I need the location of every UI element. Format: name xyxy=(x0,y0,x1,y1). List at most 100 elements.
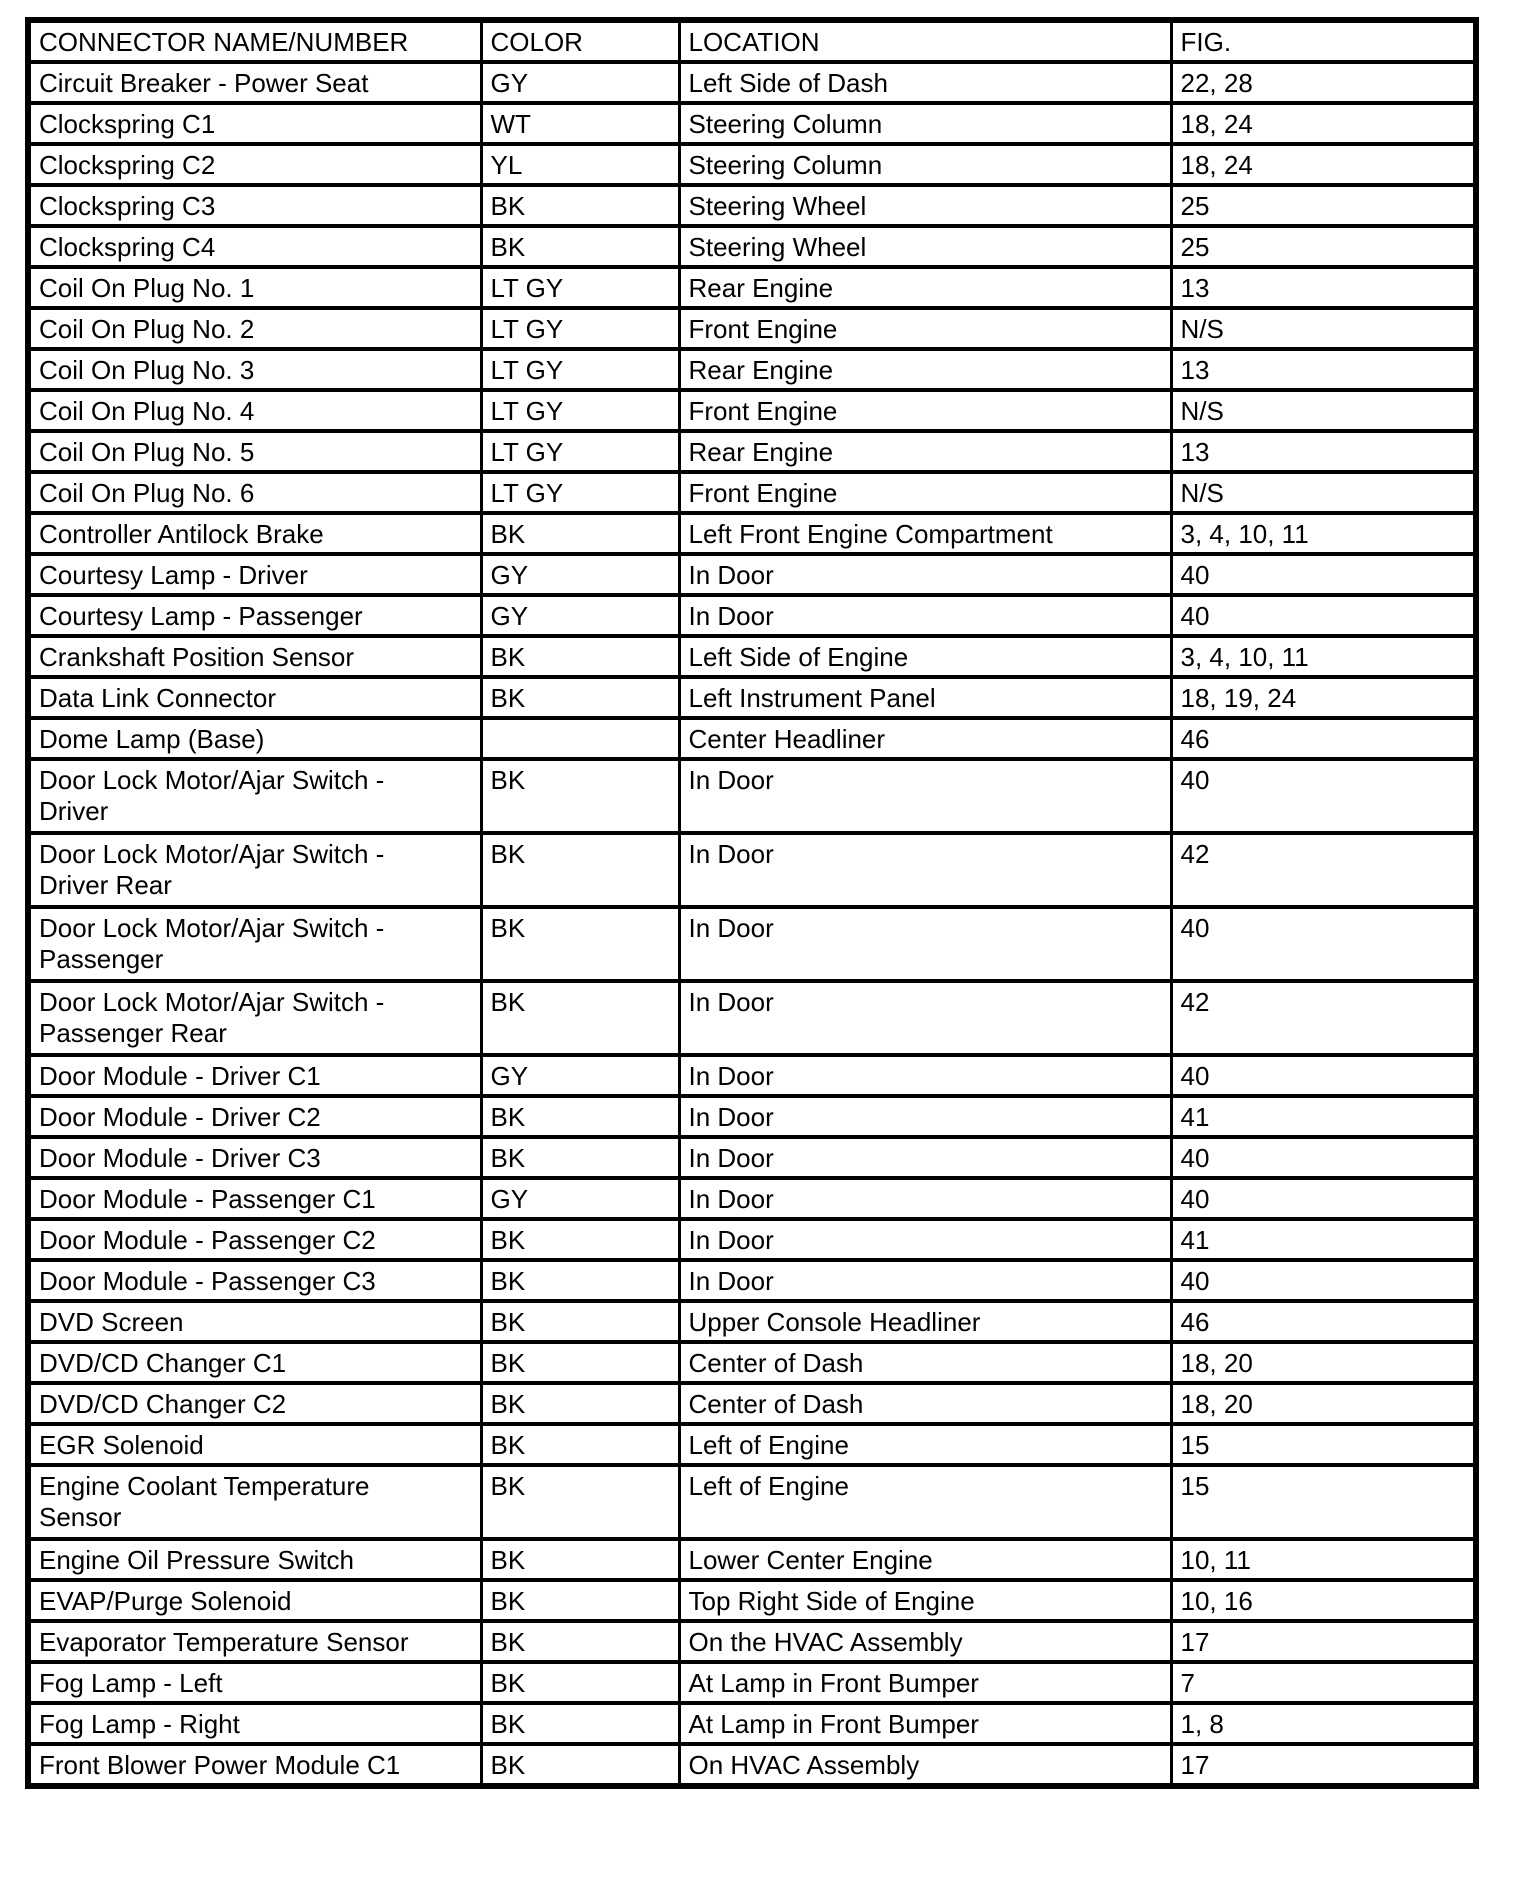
connector-name-cell: Coil On Plug No. 2 xyxy=(26,306,483,351)
location-cell: At Lamp in Front Bumper xyxy=(677,1701,1173,1746)
connector-name-cell: Engine Oil Pressure Switch xyxy=(26,1537,483,1582)
location-cell: Steering Wheel xyxy=(677,183,1173,228)
table-row: Door Lock Motor/Ajar Switch - Driver BK In… xyxy=(26,757,1478,835)
location-cell: Upper Console Headliner xyxy=(677,1299,1173,1344)
location-cell: Center Headliner xyxy=(677,716,1173,761)
location-cell: On the HVAC Assembly xyxy=(677,1619,1173,1664)
location-cell: In Door xyxy=(677,1258,1173,1303)
fig-cell: 40 xyxy=(1169,905,1478,983)
fig-cell: 40 xyxy=(1169,1176,1478,1221)
location-cell: Rear Engine xyxy=(677,265,1173,310)
table-row: Evaporator Temperature Sensor BK On the HV… xyxy=(26,1619,1478,1664)
color-cell: BK xyxy=(479,1537,681,1582)
fig-cell: 18, 20 xyxy=(1169,1340,1478,1385)
location-cell: Left of Engine xyxy=(677,1463,1173,1541)
fig-cell: 15 xyxy=(1169,1422,1478,1467)
table-row: Clockspring C2 YL Steering Column 18, 24 xyxy=(26,142,1478,187)
fig-cell: 3, 4, 10, 11 xyxy=(1169,511,1478,556)
table-row: Door Module - Driver C3 BK In Door 40 xyxy=(26,1135,1478,1180)
fig-cell: 1, 8 xyxy=(1169,1701,1478,1746)
location-cell: In Door xyxy=(677,593,1173,638)
connector-name-cell: Door Module - Driver C1 xyxy=(26,1053,483,1098)
color-cell: BK xyxy=(479,831,681,909)
header-color: COLOR xyxy=(479,18,681,64)
fig-cell: N/S xyxy=(1169,470,1478,515)
location-cell: Front Engine xyxy=(677,306,1173,351)
location-cell: Left Front Engine Compartment xyxy=(677,511,1173,556)
color-cell: BK xyxy=(479,1701,681,1746)
table-row: Door Lock Motor/Ajar Switch - Passenger B… xyxy=(26,905,1478,983)
color-cell xyxy=(479,716,681,761)
location-cell: In Door xyxy=(677,1217,1173,1262)
location-cell: In Door xyxy=(677,905,1173,983)
table-row: Coil On Plug No. 5 LT GY Rear Engine 13 xyxy=(26,429,1478,474)
fig-cell: 18, 19, 24 xyxy=(1169,675,1478,720)
location-cell: Steering Column xyxy=(677,101,1173,146)
location-cell: In Door xyxy=(677,1135,1173,1180)
fig-cell: 22, 28 xyxy=(1169,60,1478,105)
connector-name-cell: Door Module - Driver C3 xyxy=(26,1135,483,1180)
fig-cell: N/S xyxy=(1169,306,1478,351)
header-location: LOCATION xyxy=(677,18,1173,64)
connector-name-cell: Coil On Plug No. 5 xyxy=(26,429,483,474)
color-cell: BK xyxy=(479,675,681,720)
fig-cell: 42 xyxy=(1169,979,1478,1057)
table-row: Door Lock Motor/Ajar Switch - Passenger … xyxy=(26,979,1478,1057)
color-cell: GY xyxy=(479,1176,681,1221)
connector-name-cell: Front Blower Power Module C1 xyxy=(26,1742,483,1788)
table-row: Door Module - Driver C1 GY In Door 40 xyxy=(26,1053,1478,1098)
connector-name-cell: Coil On Plug No. 1 xyxy=(26,265,483,310)
table-row: Coil On Plug No. 1 LT GY Rear Engine 13 xyxy=(26,265,1478,310)
connector-name-cell: Courtesy Lamp - Passenger xyxy=(26,593,483,638)
header-connector-name: CONNECTOR NAME/NUMBER xyxy=(26,18,483,64)
color-cell: GY xyxy=(479,60,681,105)
connector-name-cell: DVD/CD Changer C1 xyxy=(26,1340,483,1385)
connector-name-cell: EVAP/Purge Solenoid xyxy=(26,1578,483,1623)
table-row: Clockspring C3 BK Steering Wheel 25 xyxy=(26,183,1478,228)
fig-cell: 46 xyxy=(1169,716,1478,761)
fig-cell: 40 xyxy=(1169,552,1478,597)
table-row: Front Blower Power Module C1 BK On HVAC As… xyxy=(26,1742,1478,1788)
color-cell: WT xyxy=(479,101,681,146)
fig-cell: N/S xyxy=(1169,388,1478,433)
table-row: Data Link Connector BK Left Instrument Pan… xyxy=(26,675,1478,720)
location-cell: Left Side of Engine xyxy=(677,634,1173,679)
table-row: Door Module - Driver C2 BK In Door 41 xyxy=(26,1094,1478,1139)
connector-name-cell: Door Module - Passenger C1 xyxy=(26,1176,483,1221)
fig-cell: 7 xyxy=(1169,1660,1478,1705)
table-row: DVD/CD Changer C1 BK Center of Dash 18, 20 xyxy=(26,1340,1478,1385)
location-cell: Left Instrument Panel xyxy=(677,675,1173,720)
location-cell: On HVAC Assembly xyxy=(677,1742,1173,1788)
connector-name-cell: Clockspring C3 xyxy=(26,183,483,228)
color-cell: BK xyxy=(479,1463,681,1541)
color-cell: BK xyxy=(479,511,681,556)
table-row: Door Module - Passenger C2 BK In Door 41 xyxy=(26,1217,1478,1262)
fig-cell: 40 xyxy=(1169,593,1478,638)
connector-name-cell: Clockspring C4 xyxy=(26,224,483,269)
fig-cell: 40 xyxy=(1169,1135,1478,1180)
color-cell: BK xyxy=(479,1340,681,1385)
connector-name-cell: Door Lock Motor/Ajar Switch - Driver xyxy=(26,757,483,835)
location-cell: Lower Center Engine xyxy=(677,1537,1173,1582)
connector-name-cell: Fog Lamp - Right xyxy=(26,1701,483,1746)
connector-name-cell: EGR Solenoid xyxy=(26,1422,483,1467)
color-cell: LT GY xyxy=(479,388,681,433)
table-row: Fog Lamp - Right BK At Lamp in Front Bumpe… xyxy=(26,1701,1478,1746)
fig-cell: 41 xyxy=(1169,1217,1478,1262)
table-row: Clockspring C4 BK Steering Wheel 25 xyxy=(26,224,1478,269)
connector-name-cell: Clockspring C1 xyxy=(26,101,483,146)
fig-cell: 18, 24 xyxy=(1169,142,1478,187)
fig-cell: 25 xyxy=(1169,224,1478,269)
table-header-row: CONNECTOR NAME/NUMBER COLOR LOCATION FIG… xyxy=(26,18,1478,64)
connector-name-cell: Dome Lamp (Base) xyxy=(26,716,483,761)
table-body: Circuit Breaker - Power Seat GY Left Side … xyxy=(26,60,1478,1788)
fig-cell: 18, 24 xyxy=(1169,101,1478,146)
color-cell: BK xyxy=(479,1619,681,1664)
connector-name-cell: Circuit Breaker - Power Seat xyxy=(26,60,483,105)
location-cell: Left of Engine xyxy=(677,1422,1173,1467)
color-cell: BK xyxy=(479,1660,681,1705)
table-row: Coil On Plug No. 3 LT GY Rear Engine 13 xyxy=(26,347,1478,392)
connector-name-cell: Coil On Plug No. 4 xyxy=(26,388,483,433)
color-cell: LT GY xyxy=(479,265,681,310)
location-cell: Rear Engine xyxy=(677,429,1173,474)
